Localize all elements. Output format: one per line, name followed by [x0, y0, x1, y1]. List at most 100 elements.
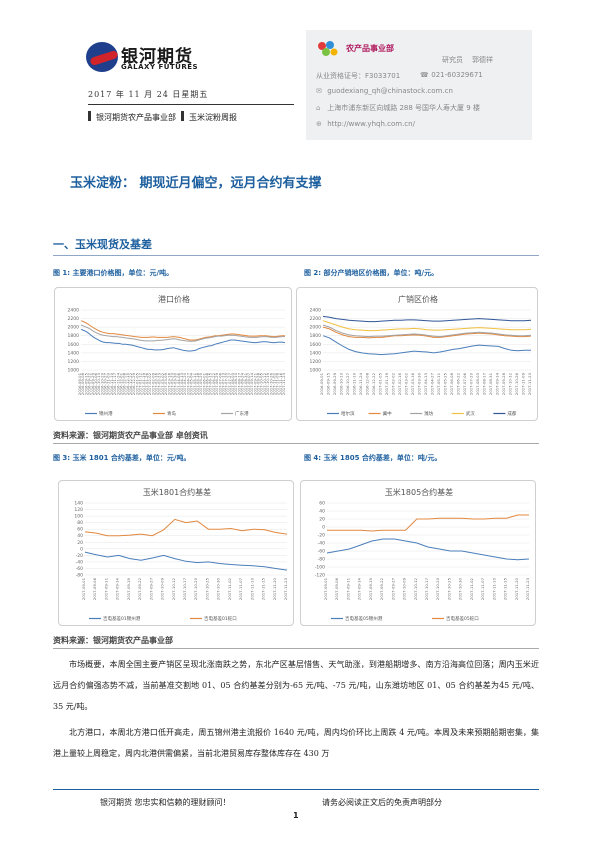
x-tick-label: 2016-12-08 [122, 372, 127, 395]
x-tick-label: 2017-05-25 [443, 372, 448, 395]
y-tick-label: 1200 [68, 359, 80, 365]
x-tick-label: 2017-01-26 [144, 372, 149, 395]
y-tick-label: 20 [319, 517, 325, 523]
x-tick-label: 2017-07-06 [217, 372, 222, 395]
paragraph-2: 北方港口，本周北方港口低开高走，周五锦州港主流报价 1640 元/吨，周内均价环… [53, 728, 539, 758]
x-tick-label: 2016-12-29 [131, 372, 136, 395]
x-tick-label: 2017-11-07 [238, 577, 243, 600]
x-tick-label: 2017-06-01 [201, 372, 206, 395]
tag-bar [88, 111, 91, 121]
x-tick-label: 2017-10-05 [259, 372, 264, 395]
market-summary-paragraph: 市场概要，本周全国主要产销区呈现北涨南跌之势，东北产区基层惜售、天气助涨，到港船… [53, 654, 539, 717]
x-tick-label: 2016-12-22 [128, 372, 133, 395]
report-date: 2017 年 11 月 24 日星期五 [88, 90, 209, 99]
chart-region-price: 广销区价格 2400 2200 2000 1800 1600 1400 1200 1000 201… [296, 287, 538, 421]
y-tick-label: 2400 [310, 308, 322, 314]
contact-dept: 农产品事业部 [346, 44, 394, 53]
x-tick-label: 2017-10-12 [171, 577, 176, 600]
x-tick-label: 2017-11-02 [271, 372, 276, 395]
x-tick-label: 2017-02-02 [391, 372, 396, 395]
x-tick-label: 2016-09-22 [87, 372, 92, 395]
x-tick-label: 2017-11-23 [283, 577, 288, 600]
email-icon: ✉ [316, 87, 322, 95]
legend-label: 潍坊 [424, 410, 433, 417]
x-tick-label: 2017-04-13 [179, 372, 184, 395]
x-tick-label: 2017-11-02 [469, 577, 474, 600]
y-tick-label: -100 [315, 565, 325, 571]
x-tick-label: 2017-09-14 [357, 577, 362, 600]
series-line [322, 335, 531, 356]
x-tick-label: 2017-06-15 [208, 372, 213, 395]
tag-bar [181, 111, 184, 121]
y-tick-label: 80 [77, 520, 83, 526]
x-tick-label: 2016-09-29 [90, 372, 95, 395]
web-row[interactable]: ⊕ http://www.yhqh.com.cn/ [316, 120, 415, 128]
x-tick-label: 2017-06-08 [449, 372, 454, 395]
x-tick-label: 2017-04-27 [185, 372, 190, 395]
agri-dept-logo-icon [318, 41, 338, 56]
y-tick-label: -60 [76, 566, 83, 572]
series-line [84, 551, 288, 571]
y-tick-label: 1600 [68, 342, 80, 348]
x-tick-label: 2017-03-30 [173, 372, 178, 395]
phone-number: 021-60329671 [431, 71, 483, 79]
x-tick-label: 2017-10-26 [268, 372, 273, 395]
x-tick-label: 2017-02-02 [147, 372, 152, 395]
web-link[interactable]: http://www.yhqh.com.cn/ [327, 120, 415, 128]
y-tick-label: 1400 [68, 350, 80, 356]
x-tick-label: 2017-11-10 [491, 577, 496, 600]
source-note-2: 资料来源：银河期货农产品事业部 [53, 635, 173, 645]
x-tick-label: 2017-09-06 [92, 577, 97, 600]
x-tick-label: 2017-09-21 [252, 372, 257, 395]
email-address[interactable]: guodexiang_qh@chinastock.com.cn [327, 87, 453, 95]
analyst-label: 研究员 [442, 56, 463, 64]
x-tick-label: 2017-09-19 [368, 577, 373, 600]
y-tick-label: 2000 [68, 325, 80, 331]
x-tick-label: 2017-09-01 [81, 577, 86, 600]
email-row[interactable]: ✉ guodexiang_qh@chinastock.com.cn [316, 87, 453, 95]
x-tick-label: 2017-01-19 [384, 372, 389, 395]
x-tick-label: 2017-10-20 [435, 577, 440, 600]
x-tick-label: 2016-10-27 [103, 372, 108, 395]
x-tick-label: 2017-03-16 [410, 372, 415, 395]
x-tick-label: 2017-10-30 [216, 577, 221, 600]
license-number: 从业资格证号：F3033701 [316, 72, 401, 80]
x-tick-label: 2017-03-02 [160, 372, 165, 395]
logo-text-en: GALAXY FUTURES [121, 63, 199, 71]
y-tick-label: 1800 [68, 333, 80, 339]
series-line [322, 320, 532, 332]
series-line [322, 315, 532, 323]
series-line [80, 320, 285, 341]
x-tick-label: 2017-03-23 [169, 372, 174, 395]
x-tick-label: 2017-11-20 [272, 577, 277, 600]
x-tick-label: 2017-10-12 [413, 577, 418, 600]
x-tick-label: 2017-07-20 [469, 372, 474, 395]
x-tick-label: 2017-10-17 [424, 577, 429, 600]
x-tick-label: 2016-09-15 [326, 372, 331, 395]
chart-title: 玉米1805合约基差 [385, 487, 453, 497]
fig3-caption: 图 3: 玉米 1801 合约基差，单位：元/吨。 [53, 454, 191, 462]
x-tick-label: 2017-11-02 [227, 577, 232, 600]
page-number: 1 [293, 811, 299, 820]
footer-slogan: 银河期货 您忠实和信赖的理财顾问！ [100, 798, 231, 807]
web-icon: ⊕ [316, 120, 322, 128]
tag-right: 玉米淀粉周报 [189, 113, 237, 122]
x-tick-label: 2017-02-23 [157, 372, 162, 395]
footer-disclaimer[interactable]: 请务必阅读正文后的免责声明部分 [322, 798, 442, 807]
y-tick-label: 1800 [310, 333, 322, 339]
x-tick-label: 2016-12-08 [365, 372, 370, 395]
legend-label: 吉电基差05锦州港 [345, 615, 383, 622]
y-tick-label: 40 [77, 533, 83, 539]
x-tick-label: 2017-11-07 [480, 577, 485, 600]
address-text: 上海市浦东新区向城路 288 号国华人寿大厦 9 楼 [327, 104, 480, 112]
chart-port-price: 港口价格 2400 2200 2000 1800 1600 1400 1200 1000 2016… [54, 287, 292, 421]
x-tick-label: 2017-11-15 [261, 577, 266, 600]
y-tick-label: 2000 [310, 325, 322, 331]
x-tick-label: 2017-09-06 [334, 577, 339, 600]
chart-basis-1801-svg: 玉米1801合约基差 140120100806040200-20-40-60-80… [74, 487, 288, 622]
north-port-paragraph: 北方港口，本周北方港口低开高走，周五锦州港主流报价 1640 元/吨，周内均价环… [53, 722, 539, 764]
source-divider-2 [53, 648, 539, 649]
legend-label: 冀中 [383, 410, 392, 417]
x-tick-label: 2017-05-18 [195, 372, 200, 395]
x-tick-label: 2017-11-10 [249, 577, 254, 600]
